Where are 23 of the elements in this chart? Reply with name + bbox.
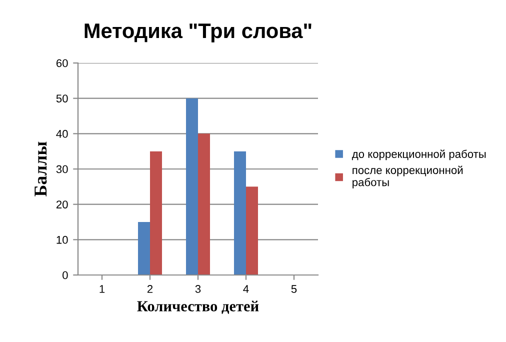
bar: [246, 186, 258, 275]
bar: [234, 151, 246, 275]
x-tick-label: 4: [243, 285, 249, 293]
y-tick-label: 0: [62, 271, 68, 280]
bar: [186, 98, 198, 275]
legend-label: до коррекционной работы: [352, 150, 486, 160]
y-tick-label: 20: [56, 200, 68, 208]
chart-title: Методика "Три слова": [84, 24, 312, 42]
y-tick-label: 50: [56, 94, 68, 102]
x-axis-title: Количество детей: [137, 300, 259, 314]
bar: [198, 134, 210, 275]
x-tick-label: 1: [100, 285, 105, 293]
legend-label: после коррекционной работы: [352, 166, 463, 188]
x-tick-label: 3: [195, 285, 201, 293]
y-axis-title: Баллы: [34, 142, 47, 196]
x-tick-label: 5: [291, 285, 297, 293]
y-tick-label: 40: [56, 130, 68, 138]
y-tick-label: 60: [56, 59, 68, 68]
y-tick-label: 10: [56, 236, 68, 244]
bar: [150, 151, 162, 275]
y-tick-label: 30: [56, 165, 68, 174]
x-tick-label: 2: [147, 285, 153, 293]
bar: [138, 222, 150, 275]
